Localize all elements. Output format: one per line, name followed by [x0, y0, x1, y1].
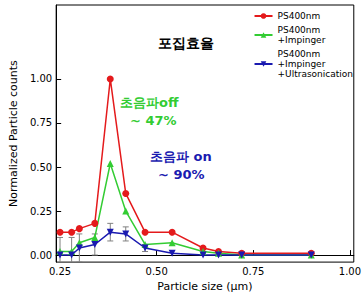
svg-text:PS400nm: PS400nm — [278, 11, 321, 21]
svg-text:0.75: 0.75 — [242, 266, 264, 277]
svg-text:+Impinger: +Impinger — [278, 59, 326, 69]
svg-text:포집효율: 포집효율 — [158, 35, 214, 51]
svg-text:0.00: 0.00 — [30, 250, 52, 261]
svg-text:Particle size (μm): Particle size (μm) — [157, 280, 252, 293]
svg-text:0.25: 0.25 — [30, 206, 52, 217]
svg-text:0.50: 0.50 — [30, 162, 52, 173]
svg-text:~ 90%: ~ 90% — [158, 167, 205, 182]
svg-text:+Ultrasonication: +Ultrasonication — [278, 69, 353, 79]
svg-text:~ 47%: ~ 47% — [130, 113, 177, 128]
svg-text:초음파off: 초음파off — [120, 95, 179, 110]
svg-text:1.00: 1.00 — [339, 266, 361, 277]
svg-text:초음파 on: 초음파 on — [150, 149, 212, 164]
svg-text:0.75: 0.75 — [30, 117, 52, 128]
svg-text:1.00: 1.00 — [30, 73, 52, 84]
svg-text:0.25: 0.25 — [49, 266, 71, 277]
svg-text:Normalized Particle counts: Normalized Particle counts — [7, 60, 20, 207]
svg-text:PS400nm: PS400nm — [278, 25, 321, 35]
svg-text:+Impinger: +Impinger — [278, 35, 326, 45]
svg-text:PS400nm: PS400nm — [278, 49, 321, 59]
svg-text:0.50: 0.50 — [146, 266, 168, 277]
